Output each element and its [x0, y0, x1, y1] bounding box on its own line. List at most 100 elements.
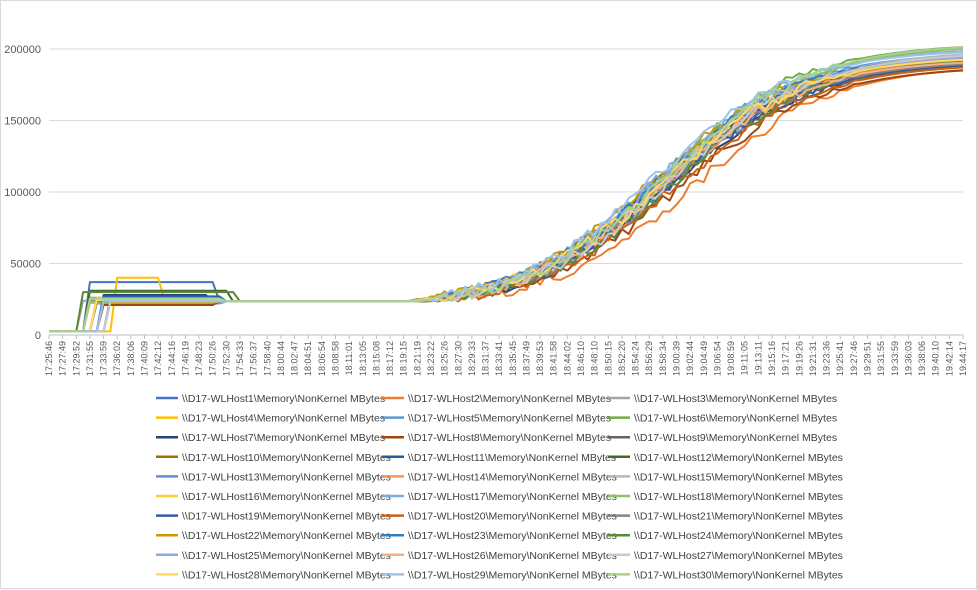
- x-tick-label: 19:04:49: [699, 341, 709, 376]
- x-tick-label: 18:58:34: [658, 341, 668, 376]
- x-tick-label: 19:08:59: [726, 341, 736, 376]
- legend-item: \\D17-WLHost6\Memory\NonKernel MBytes: [608, 413, 837, 425]
- legend-item: \\D17-WLHost28\Memory\NonKernel MBytes: [156, 569, 391, 581]
- x-tick-label: 18:31:37: [481, 341, 491, 376]
- legend-item: \\D17-WLHost18\Memory\NonKernel MBytes: [608, 491, 843, 503]
- y-tick-label: 100000: [4, 187, 41, 199]
- legend-label: \\D17-WLHost6\Memory\NonKernel MBytes: [634, 413, 837, 425]
- x-tick-label: 17:42:12: [153, 341, 163, 376]
- legend-label: \\D17-WLHost11\Memory\NonKernel MBytes: [408, 452, 616, 464]
- x-tick-label: 19:42:14: [944, 341, 954, 376]
- x-tick-label: 17:56:37: [249, 341, 259, 376]
- x-tick-label: 19:11:05: [740, 341, 750, 375]
- x-axis: 17:25:46 17:27:49 17:29:52 17:31:55 17:33:59…: [44, 335, 968, 376]
- legend-item: \\D17-WLHost17\Memory\NonKernel MBytes: [382, 491, 617, 503]
- x-tick-label: 18:44:02: [562, 341, 572, 376]
- legend-item: \\D17-WLHost8\Memory\NonKernel MBytes: [382, 432, 611, 444]
- legend-item: \\D17-WLHost5\Memory\NonKernel MBytes: [382, 413, 611, 425]
- legend-item: \\D17-WLHost14\Memory\NonKernel MBytes: [382, 471, 617, 483]
- legend-item: \\D17-WLHost3\Memory\NonKernel MBytes: [608, 393, 837, 405]
- x-tick-label: 19:25:41: [835, 341, 845, 376]
- x-tick-label: 19:21:31: [808, 341, 818, 376]
- x-tick-label: 19:17:21: [781, 341, 791, 376]
- legend-item: \\D17-WLHost4\Memory\NonKernel MBytes: [156, 413, 385, 425]
- legend-item: \\D17-WLHost20\Memory\NonKernel MBytes: [382, 511, 617, 523]
- x-tick-label: 19:38:06: [917, 341, 927, 376]
- x-tick-label: 18:46:10: [576, 341, 586, 376]
- legend-label: \\D17-WLHost28\Memory\NonKernel MBytes: [182, 569, 391, 581]
- legend-item: \\D17-WLHost19\Memory\NonKernel MBytes: [156, 511, 391, 523]
- x-tick-label: 19:29:51: [863, 341, 873, 376]
- legend-item: \\D17-WLHost2\Memory\NonKernel MBytes: [382, 393, 611, 405]
- legend-label: \\D17-WLHost7\Memory\NonKernel MBytes: [182, 432, 385, 444]
- legend-item: \\D17-WLHost12\Memory\NonKernel MBytes: [608, 452, 843, 464]
- y-tick-label: 0: [35, 330, 41, 342]
- x-tick-label: 18:19:15: [399, 341, 409, 376]
- legend-label: \\D17-WLHost16\Memory\NonKernel MBytes: [182, 491, 391, 503]
- x-tick-label: 17:46:19: [180, 341, 190, 376]
- legend-item: \\D17-WLHost30\Memory\NonKernel MBytes: [608, 569, 843, 581]
- legend-item: \\D17-WLHost11\Memory\NonKernel MBytes: [382, 452, 616, 464]
- y-tick-label: 200000: [4, 44, 41, 56]
- legend-label: \\D17-WLHost17\Memory\NonKernel MBytes: [408, 491, 617, 503]
- x-tick-label: 18:04:51: [303, 341, 313, 376]
- x-tick-label: 19:19:26: [794, 341, 804, 376]
- legend-item: \\D17-WLHost25\Memory\NonKernel MBytes: [156, 550, 391, 562]
- x-tick-label: 17:36:02: [112, 341, 122, 376]
- x-tick-label: 18:50:15: [603, 341, 613, 376]
- legend-label: \\D17-WLHost9\Memory\NonKernel MBytes: [634, 432, 837, 444]
- x-tick-label: 19:15:16: [767, 341, 777, 376]
- x-tick-label: 19:02:44: [685, 341, 695, 376]
- legend-label: \\D17-WLHost1\Memory\NonKernel MBytes: [182, 393, 385, 405]
- x-tick-label: 19:40:10: [931, 341, 941, 376]
- x-tick-label: 19:27:46: [849, 341, 859, 376]
- x-tick-label: 17:52:30: [221, 341, 231, 376]
- legend-item: \\D17-WLHost16\Memory\NonKernel MBytes: [156, 491, 391, 503]
- legend-label: \\D17-WLHost22\Memory\NonKernel MBytes: [182, 530, 391, 542]
- x-tick-label: 17:31:55: [85, 341, 95, 376]
- legend-label: \\D17-WLHost19\Memory\NonKernel MBytes: [182, 511, 391, 523]
- x-tick-label: 18:17:12: [385, 341, 395, 376]
- legend-item: \\D17-WLHost13\Memory\NonKernel MBytes: [156, 471, 391, 483]
- x-tick-label: 17:33:59: [99, 341, 109, 376]
- x-tick-label: 17:44:16: [167, 341, 177, 376]
- legend-item: \\D17-WLHost26\Memory\NonKernel MBytes: [382, 550, 617, 562]
- legend-item: \\D17-WLHost15\Memory\NonKernel MBytes: [608, 471, 843, 483]
- x-tick-label: 18:15:08: [371, 341, 381, 376]
- legend-label: \\D17-WLHost15\Memory\NonKernel MBytes: [634, 471, 843, 483]
- legend-item: \\D17-WLHost22\Memory\NonKernel MBytes: [156, 530, 391, 542]
- legend-label: \\D17-WLHost3\Memory\NonKernel MBytes: [634, 393, 837, 405]
- y-tick-label: 50000: [10, 259, 41, 271]
- series-lines: [49, 46, 964, 333]
- legend-item: \\D17-WLHost21\Memory\NonKernel MBytes: [608, 511, 843, 523]
- x-tick-label: 18:11:01: [344, 341, 354, 375]
- legend-item: \\D17-WLHost10\Memory\NonKernel MBytes: [156, 452, 391, 464]
- x-tick-label: 17:40:09: [139, 341, 149, 376]
- x-tick-label: 18:56:29: [644, 341, 654, 376]
- gridlines: [49, 48, 963, 336]
- legend: \\D17-WLHost1\Memory\NonKernel MBytes \\D…: [156, 393, 843, 581]
- x-tick-label: 18:41:58: [549, 341, 559, 376]
- x-tick-label: 18:52:20: [617, 341, 627, 376]
- legend-label: \\D17-WLHost12\Memory\NonKernel MBytes: [634, 452, 843, 464]
- x-tick-label: 19:31:55: [876, 341, 886, 376]
- legend-label: \\D17-WLHost14\Memory\NonKernel MBytes: [408, 471, 617, 483]
- x-tick-label: 17:48:23: [194, 341, 204, 376]
- legend-label: \\D17-WLHost24\Memory\NonKernel MBytes: [634, 530, 843, 542]
- x-tick-label: 18:21:19: [412, 341, 422, 376]
- x-tick-label: 18:39:53: [535, 341, 545, 376]
- x-tick-label: 17:25:46: [44, 341, 54, 376]
- legend-label: \\D17-WLHost21\Memory\NonKernel MBytes: [634, 511, 843, 523]
- x-tick-label: 17:58:40: [262, 341, 272, 376]
- legend-label: \\D17-WLHost8\Memory\NonKernel MBytes: [408, 432, 611, 444]
- legend-label: \\D17-WLHost30\Memory\NonKernel MBytes: [634, 569, 843, 581]
- legend-label: \\D17-WLHost25\Memory\NonKernel MBytes: [182, 550, 391, 562]
- x-tick-label: 18:48:10: [590, 341, 600, 376]
- legend-label: \\D17-WLHost13\Memory\NonKernel MBytes: [182, 471, 391, 483]
- x-tick-label: 17:27:49: [58, 341, 68, 376]
- x-tick-label: 19:06:54: [712, 341, 722, 376]
- x-tick-label: 18:25:26: [440, 341, 450, 376]
- legend-item: \\D17-WLHost9\Memory\NonKernel MBytes: [608, 432, 837, 444]
